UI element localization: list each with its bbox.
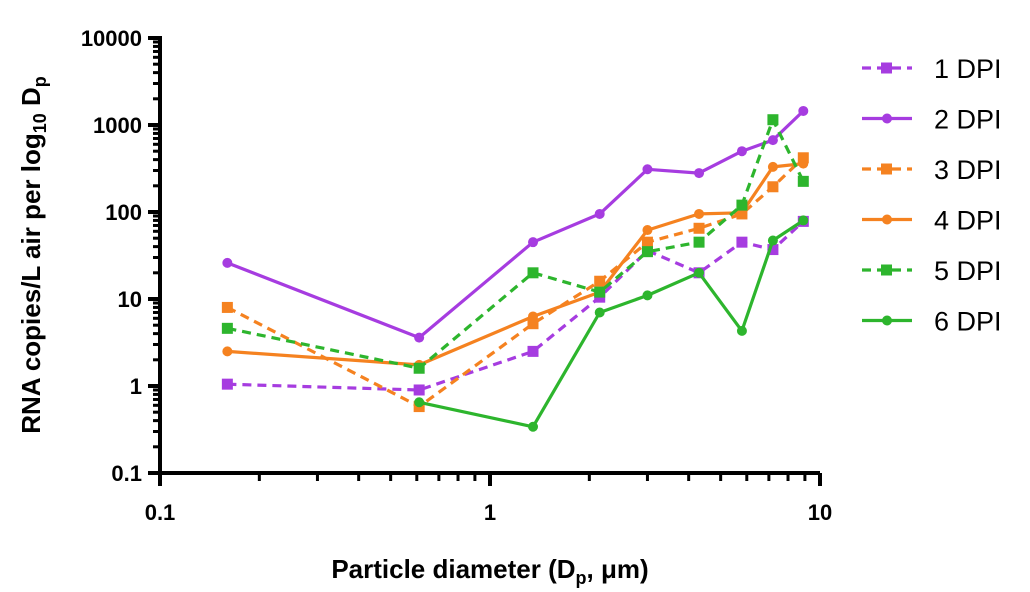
legend-label: 5 DPI <box>934 256 1002 286</box>
legend-swatch-marker <box>882 214 892 225</box>
legend-label: 2 DPI <box>934 105 1002 135</box>
data-point <box>767 181 779 193</box>
data-point <box>693 222 705 234</box>
data-point <box>694 208 705 219</box>
series-layer <box>221 105 809 432</box>
y-tick-label: 1 <box>130 374 142 399</box>
data-point <box>528 237 539 248</box>
series-line-1-dpi <box>227 220 805 392</box>
data-point <box>767 114 779 126</box>
data-point <box>642 225 653 236</box>
data-point <box>693 236 705 248</box>
legend-label: 6 DPI <box>934 307 1002 337</box>
legend-item-2-dpi: 2 DPI <box>862 105 1002 135</box>
series-line-5-dpi <box>227 118 805 370</box>
data-point <box>641 246 653 258</box>
data-point <box>767 235 778 246</box>
data-point <box>736 325 747 336</box>
data-point <box>528 311 539 322</box>
y-tick-label: 0.1 <box>111 461 142 486</box>
data-point <box>413 362 425 374</box>
data-point <box>527 267 539 279</box>
data-point <box>414 397 425 408</box>
series-5-dpi <box>221 114 809 374</box>
data-point <box>798 158 809 169</box>
series-6-dpi <box>414 215 809 432</box>
data-point <box>527 318 539 330</box>
series-line-2-dpi <box>226 109 805 340</box>
data-point <box>221 378 233 390</box>
data-point <box>797 152 809 164</box>
data-point <box>798 105 809 116</box>
data-point <box>642 290 653 301</box>
legend-swatch-marker <box>882 113 892 124</box>
data-point <box>594 275 606 287</box>
data-point <box>414 332 425 343</box>
legend-item-1-dpi: 1 DPI <box>862 54 1002 84</box>
y-tick-label: 10 <box>118 287 142 312</box>
y-ticks: 0.1 1 10 100 1000 10000 <box>81 26 160 486</box>
x-tick-label: 10 <box>808 500 832 525</box>
legend-item-3-dpi: 3 DPI <box>862 155 1002 185</box>
series-1-dpi <box>221 215 809 396</box>
legend-item-6-dpi: 6 DPI <box>862 307 1002 337</box>
data-point <box>694 168 705 179</box>
data-point <box>594 307 605 318</box>
chart-axes: 0.1 1 10 100 1000 10000 0.1 1 10 <box>81 26 832 525</box>
legend-label: 4 DPI <box>934 206 1002 236</box>
data-point <box>642 164 653 175</box>
legend: 1 DPI 2 DPI 3 DPI 4 DPI 5 DPI 6 DPI <box>862 54 1002 337</box>
x-ticks: 0.1 1 10 <box>145 473 832 525</box>
data-point <box>594 286 606 298</box>
data-point <box>641 236 653 248</box>
y-axis-title: RNA copies/L air per log10 Dp <box>16 76 50 434</box>
data-point <box>594 208 605 219</box>
data-point <box>527 345 539 357</box>
data-point <box>221 322 233 334</box>
data-point <box>767 135 778 146</box>
data-point <box>767 161 778 172</box>
data-point <box>413 384 425 396</box>
series-line-6-dpi <box>418 219 805 429</box>
data-point <box>222 257 233 268</box>
data-point <box>798 215 809 226</box>
y-tick-label: 10000 <box>81 26 142 51</box>
data-point <box>221 301 233 313</box>
data-point <box>736 146 747 157</box>
series-line-3-dpi <box>226 156 805 409</box>
legend-swatch-marker <box>881 163 892 175</box>
legend-item-5-dpi: 5 DPI <box>862 256 1002 286</box>
data-point <box>528 421 539 432</box>
data-point <box>736 236 748 248</box>
data-point <box>736 199 748 211</box>
data-point <box>222 346 233 357</box>
y-tick-label: 1000 <box>93 113 142 138</box>
legend-swatch-marker <box>882 315 892 326</box>
x-tick-label: 1 <box>484 500 496 525</box>
data-point <box>694 267 705 278</box>
x-axis-title: Particle diameter (Dp, μm) <box>331 554 648 588</box>
legend-label: 3 DPI <box>934 155 1002 185</box>
legend-swatch-marker <box>881 62 892 74</box>
x-tick-label: 0.1 <box>145 500 176 525</box>
legend-label: 1 DPI <box>934 54 1002 84</box>
y-tick-label: 100 <box>105 200 142 225</box>
data-point <box>797 175 809 187</box>
legend-swatch-marker <box>881 264 892 276</box>
series-3-dpi <box>221 152 809 413</box>
legend-item-4-dpi: 4 DPI <box>862 206 1002 236</box>
data-point <box>767 244 779 256</box>
